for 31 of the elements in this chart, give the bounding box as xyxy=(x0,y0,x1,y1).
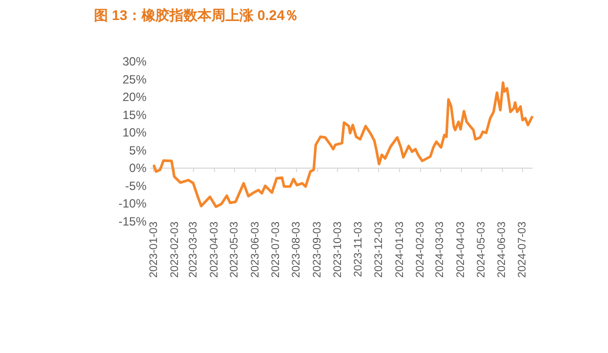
x-tick-label: 2023-07-03 xyxy=(270,222,282,278)
y-tick-label: 5% xyxy=(129,143,147,158)
x-tick-label: 2024-04-03 xyxy=(455,222,468,278)
x-tick-label: 2023-01-03 xyxy=(148,222,160,278)
x-tick-label: 2023-03-03 xyxy=(188,222,200,278)
x-tick-label: 2023-04-03 xyxy=(208,222,221,278)
x-tick-label: 2024-03-03 xyxy=(434,222,446,278)
y-tick-label: 15% xyxy=(122,108,147,122)
x-tick-label: 2024-05-03 xyxy=(475,222,488,278)
x-tick-label: 2023-05-03 xyxy=(228,222,241,278)
x-tick-label: 2023-10-03 xyxy=(332,222,344,278)
x-tick-label: 2023-11-03 xyxy=(352,222,365,277)
y-tick-label: 30% xyxy=(122,54,147,68)
x-tick-label: 2023-09-03 xyxy=(312,222,324,278)
chart-title: 图 13：橡胶指数本周上涨 0.24％ xyxy=(94,7,299,23)
x-tick-label: 2024-01-03 xyxy=(394,222,406,278)
x-tick-label: 2023-02-03 xyxy=(168,222,181,278)
line-series xyxy=(152,81,534,208)
x-tick-label: 2024-07-03 xyxy=(516,222,528,278)
y-tick-label: 0% xyxy=(129,161,147,176)
y-tick-label: 20% xyxy=(122,90,147,104)
x-tick-label: 2023-06-03 xyxy=(250,222,262,278)
x-tick-label: 2023-08-03 xyxy=(290,222,303,278)
y-tick-label: 25% xyxy=(122,72,147,86)
x-tick-label: 2023-12-03 xyxy=(372,222,385,278)
y-tick-label: -5% xyxy=(125,178,147,193)
y-tick-label: -15% xyxy=(118,214,147,228)
y-tick-label: 10% xyxy=(122,126,147,140)
x-tick-label: 2024-02-03 xyxy=(414,222,427,278)
y-tick-label: -10% xyxy=(118,196,147,211)
x-tick-label: 2024-06-03 xyxy=(496,222,508,278)
